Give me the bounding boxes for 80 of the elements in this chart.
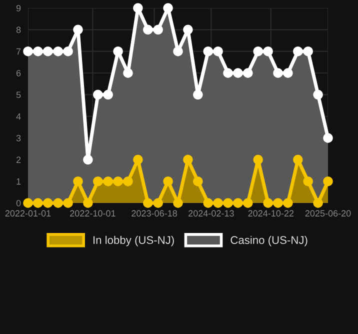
point: [133, 154, 143, 165]
y-tick-label: 6: [16, 70, 21, 76]
point: [283, 68, 293, 78]
point: [53, 198, 63, 208]
y-tick-label: 9: [16, 4, 21, 12]
y-tick-label: 1: [16, 178, 21, 185]
point: [153, 24, 163, 35]
y-tick-label: 0: [16, 200, 21, 206]
point: [63, 198, 73, 208]
point: [303, 176, 313, 186]
point: [183, 154, 193, 165]
point: [33, 198, 43, 208]
point: [263, 198, 273, 208]
point: [303, 46, 313, 56]
point: [153, 198, 163, 208]
point: [73, 176, 83, 186]
point: [323, 133, 333, 143]
point: [113, 46, 123, 56]
point: [73, 24, 83, 35]
x-tick-label: 2022-01-01: [5, 210, 51, 217]
point: [173, 46, 183, 56]
y-tick-label: 4: [16, 113, 21, 120]
point: [163, 3, 173, 13]
y-tick-label: 5: [16, 92, 21, 98]
point: [93, 90, 103, 100]
legend-label: Casino (US-NJ): [230, 236, 308, 246]
point: [163, 176, 173, 186]
point: [173, 198, 183, 208]
point: [63, 46, 73, 56]
legend-label: In lobby (US-NJ): [94, 236, 174, 246]
point: [43, 46, 53, 56]
point: [233, 198, 243, 208]
point: [253, 46, 263, 56]
x-tick-label: 2025-06-20: [305, 210, 351, 217]
point: [83, 154, 93, 165]
point: [193, 176, 203, 186]
point: [203, 198, 213, 208]
x-tick-label: 2023-06-18: [132, 210, 178, 217]
point: [313, 90, 323, 100]
point: [43, 198, 53, 208]
point: [263, 46, 273, 56]
point: [273, 198, 283, 208]
point: [123, 176, 133, 186]
point: [133, 3, 143, 13]
point: [323, 176, 333, 186]
point: [23, 198, 33, 208]
y-tick-label: 3: [16, 134, 21, 142]
point: [223, 198, 233, 208]
point: [283, 198, 293, 208]
point: [233, 68, 243, 78]
point: [253, 154, 263, 165]
point: [103, 90, 113, 100]
point: [293, 154, 303, 165]
point: [243, 68, 253, 78]
point: [213, 46, 223, 56]
point: [203, 46, 213, 56]
point: [183, 24, 193, 35]
x-tick-label: 2024-02-13: [188, 210, 234, 217]
point: [293, 46, 303, 56]
point: [273, 68, 283, 78]
point: [313, 198, 323, 208]
point: [93, 176, 103, 186]
point: [143, 24, 153, 35]
point: [123, 68, 133, 78]
point: [193, 90, 203, 100]
point: [143, 198, 153, 208]
x-tick-label: 2022-10-01: [70, 210, 116, 217]
point: [213, 198, 223, 208]
point: [83, 198, 93, 208]
point: [33, 46, 43, 56]
point: [53, 46, 63, 56]
point: [103, 176, 113, 186]
x-tick-label: 2024-10-22: [248, 210, 294, 217]
point: [243, 198, 253, 208]
point: [223, 68, 233, 78]
y-tick-label: 2: [16, 156, 21, 163]
point: [23, 46, 33, 56]
point: [113, 176, 123, 186]
y-tick-label: 8: [16, 26, 21, 34]
y-tick-label: 7: [16, 48, 21, 55]
